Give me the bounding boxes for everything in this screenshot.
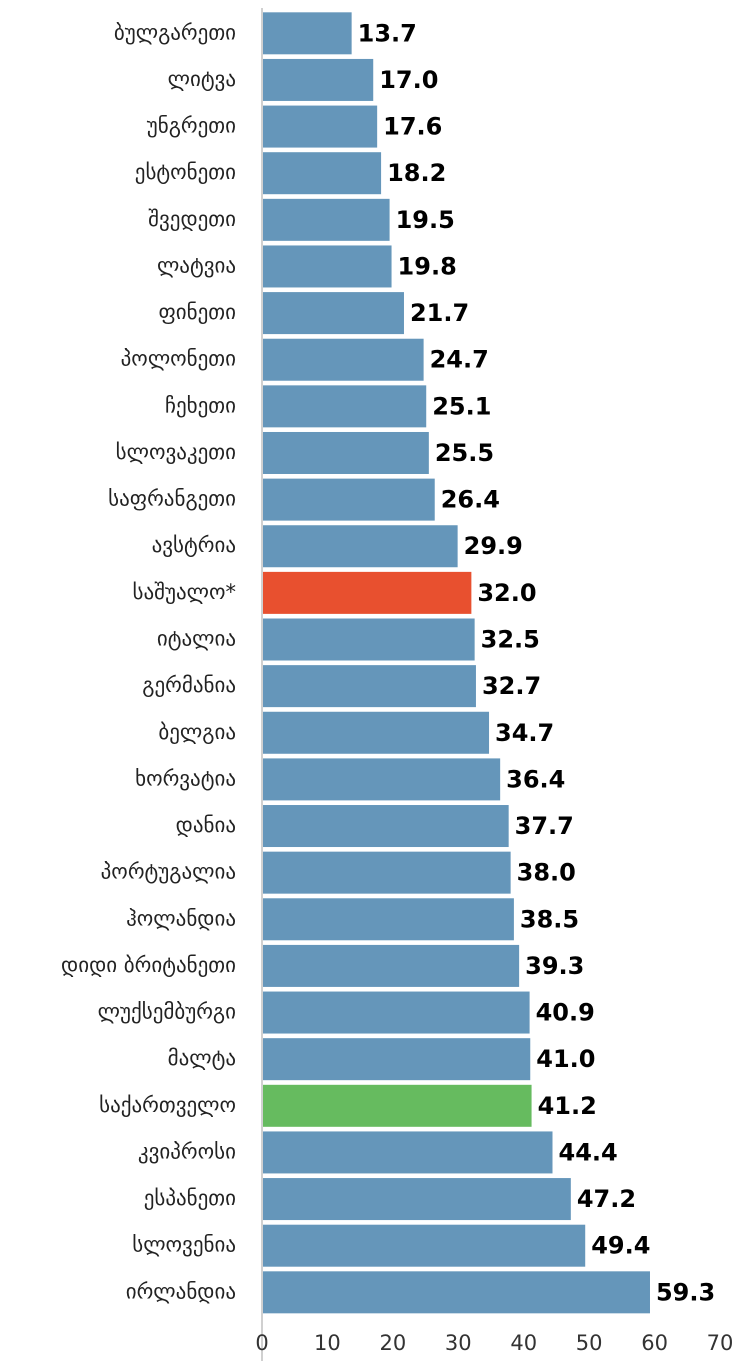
bar — [262, 898, 514, 941]
bar — [262, 1224, 586, 1267]
value-label: 34.7 — [495, 719, 554, 747]
bar — [262, 58, 374, 101]
value-label: 38.0 — [517, 859, 576, 887]
value-label: 40.9 — [536, 999, 595, 1027]
value-label: 37.7 — [515, 812, 574, 840]
bar — [262, 292, 404, 335]
category-label: გერმანია — [142, 673, 236, 697]
category-label: ესტონეთი — [135, 160, 236, 184]
bar — [262, 1178, 571, 1221]
category-label: ბელგია — [158, 720, 236, 744]
category-label: ირლანდია — [126, 1279, 236, 1303]
bar — [262, 944, 520, 987]
value-label: 32.5 — [481, 626, 540, 654]
category-label: კვიპროსი — [138, 1139, 236, 1163]
value-label: 38.5 — [520, 905, 579, 933]
bar — [262, 431, 429, 474]
category-label: საფრანგეთი — [108, 487, 236, 511]
category-label: პოლონეთი — [121, 347, 236, 371]
bar — [262, 1271, 650, 1314]
bar — [262, 478, 435, 521]
value-label: 36.4 — [506, 765, 565, 793]
bar — [262, 665, 476, 708]
bar — [262, 1084, 532, 1127]
category-label: ავსტრია — [152, 533, 236, 557]
bar — [262, 245, 392, 288]
value-label: 39.3 — [525, 952, 584, 980]
x-tick-label: 60 — [641, 1331, 668, 1355]
category-label: ლატვია — [157, 253, 236, 277]
bar — [262, 105, 378, 148]
bar — [262, 851, 511, 894]
bar — [262, 152, 382, 195]
value-label: 18.2 — [387, 159, 446, 187]
value-label: 41.2 — [538, 1092, 597, 1120]
value-label: 59.3 — [656, 1278, 715, 1306]
bar — [262, 571, 472, 614]
category-label: ჰოლანდია — [126, 906, 236, 930]
value-label: 25.1 — [432, 392, 491, 420]
category-label: პორტუგალია — [101, 860, 236, 884]
value-label: 24.7 — [430, 346, 489, 374]
x-tick-label: 0 — [255, 1331, 268, 1355]
x-tick-label: 70 — [707, 1331, 734, 1355]
bar — [262, 525, 458, 568]
value-label: 49.4 — [591, 1232, 650, 1260]
category-label: ფინეთი — [158, 300, 236, 324]
bar — [262, 805, 509, 848]
value-label: 32.7 — [482, 672, 541, 700]
value-label: 41.0 — [536, 1045, 595, 1073]
bar — [262, 711, 490, 754]
category-label: ბულგარეთი — [114, 20, 236, 44]
category-label: უნგრეთი — [147, 114, 236, 138]
value-label: 13.7 — [358, 19, 417, 47]
category-label: საქართველო — [99, 1093, 236, 1117]
bar — [262, 385, 427, 428]
category-label: საშუალო* — [132, 580, 236, 604]
x-tick-label: 40 — [510, 1331, 537, 1355]
value-label: 21.7 — [410, 299, 469, 327]
x-tick-label: 10 — [314, 1331, 341, 1355]
category-label: მალტა — [168, 1046, 236, 1070]
category-label: სლოვაკეთი — [116, 440, 236, 464]
category-label: ხორვატია — [135, 766, 236, 790]
category-label: ლუქსემბურგი — [98, 1000, 236, 1024]
x-tick-label: 20 — [379, 1331, 406, 1355]
category-label: ჩეხეთი — [165, 393, 236, 417]
bar — [262, 991, 530, 1034]
value-label: 25.5 — [435, 439, 494, 467]
value-label: 32.0 — [477, 579, 536, 607]
value-label: 17.6 — [383, 113, 442, 141]
x-tick-label: 30 — [445, 1331, 472, 1355]
bar — [262, 1038, 531, 1081]
value-label: 17.0 — [379, 66, 438, 94]
category-label: იტალია — [157, 627, 236, 651]
category-label: დიდი ბრიტანეთი — [61, 953, 236, 977]
bar — [262, 198, 390, 241]
value-label: 44.4 — [559, 1138, 618, 1166]
category-label: ესპანეთი — [144, 1186, 236, 1210]
value-label: 19.5 — [396, 206, 455, 234]
value-label: 19.8 — [398, 252, 457, 280]
bar — [262, 12, 352, 55]
bar — [262, 1131, 553, 1174]
category-label: შვედეთი — [148, 207, 236, 231]
value-label: 29.9 — [464, 532, 523, 560]
category-label: დანია — [176, 813, 236, 837]
category-label: ლიტვა — [168, 67, 236, 91]
value-label: 26.4 — [441, 486, 500, 514]
bar — [262, 618, 475, 661]
bar — [262, 338, 424, 381]
bar — [262, 758, 501, 801]
x-tick-label: 50 — [576, 1331, 603, 1355]
category-label: სლოვენია — [132, 1233, 236, 1257]
value-label: 47.2 — [577, 1185, 636, 1213]
